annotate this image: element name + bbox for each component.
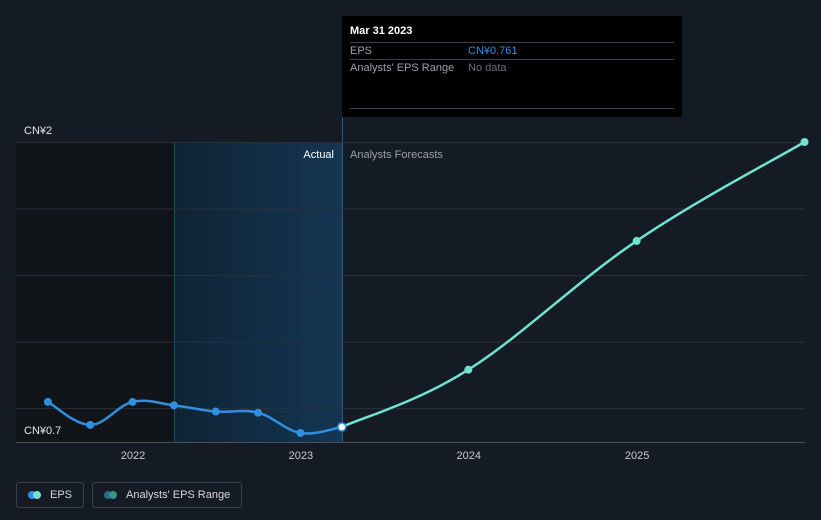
legend: EPS Analysts' EPS Range — [16, 482, 243, 508]
tooltip-eps-value: CN¥0.761 — [468, 45, 518, 57]
forecast-point[interactable] — [464, 365, 473, 374]
highlight-region — [174, 142, 342, 442]
legend-range-icon — [104, 491, 118, 499]
y-top-label: CN¥2 — [24, 125, 52, 137]
forecast-point[interactable] — [800, 138, 809, 146]
tooltip-range-value: No data — [468, 62, 507, 74]
x-tick-label: 2022 — [121, 450, 145, 462]
grid-lines — [16, 142, 805, 410]
eps-point[interactable] — [43, 397, 52, 406]
tooltip: Mar 31 2023 EPS CN¥0.761 Analysts' EPS R… — [342, 16, 682, 117]
eps-point[interactable] — [86, 420, 95, 429]
tooltip-range-row: Analysts' EPS Range No data — [350, 59, 674, 76]
tooltip-divider — [350, 108, 674, 109]
forecast-line — [341, 140, 806, 429]
x-tick-label: 2024 — [457, 450, 481, 462]
eps-point[interactable] — [169, 401, 178, 410]
legend-eps[interactable]: EPS — [16, 482, 85, 508]
tooltip-range-label: Analysts' EPS Range — [350, 62, 455, 74]
past-shade-region — [16, 142, 174, 442]
eps-point[interactable] — [254, 408, 263, 417]
y-bottom-label: CN¥0.7 — [24, 425, 61, 437]
tooltip-eps-label: EPS — [350, 45, 373, 57]
legend-range[interactable]: Analysts' EPS Range — [92, 482, 243, 508]
legend-eps-icon — [28, 491, 42, 499]
legend-range-label: Analysts' EPS Range — [126, 489, 231, 501]
x-tick-label: 2023 — [289, 450, 313, 462]
tooltip-eps-row: EPS CN¥0.761 — [350, 42, 674, 59]
actual-label: Actual — [303, 149, 334, 161]
x-axis-ticks: 2022 2023 2024 2025 — [121, 450, 650, 462]
x-tick-label: 2025 — [625, 450, 649, 462]
tooltip-date: Mar 31 2023 — [350, 25, 413, 37]
series-layer — [43, 138, 809, 437]
eps-point-selected[interactable] — [337, 422, 347, 432]
forecast-point[interactable] — [632, 236, 641, 245]
legend-eps-label: EPS — [50, 489, 73, 501]
eps-point[interactable] — [128, 397, 137, 406]
forecast-label: Analysts Forecasts — [350, 149, 443, 161]
eps-point[interactable] — [211, 407, 220, 416]
eps-point[interactable] — [296, 428, 305, 437]
